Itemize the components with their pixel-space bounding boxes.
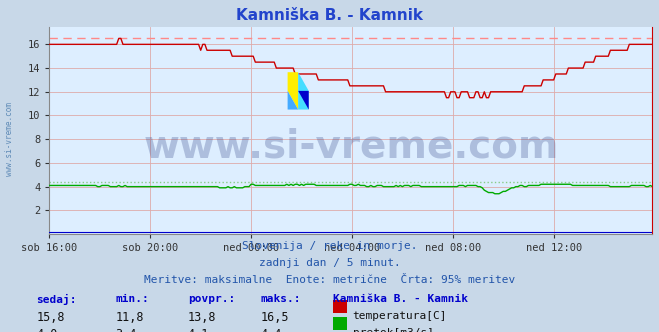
Text: www.si-vreme.com: www.si-vreme.com [5,103,14,176]
Text: Slovenija / reke in morje.: Slovenija / reke in morje. [242,241,417,251]
Text: povpr.:: povpr.: [188,294,235,304]
Text: 4,4: 4,4 [260,328,281,332]
Polygon shape [287,72,298,110]
Polygon shape [298,72,308,110]
Text: 4,0: 4,0 [36,328,57,332]
Text: Meritve: maksimalne  Enote: metrične  Črta: 95% meritev: Meritve: maksimalne Enote: metrične Črta… [144,275,515,285]
Text: 4,1: 4,1 [188,328,209,332]
Text: 3,4: 3,4 [115,328,136,332]
Text: Kamniška B. - Kamnik: Kamniška B. - Kamnik [236,8,423,23]
Text: 11,8: 11,8 [115,311,144,324]
Text: min.:: min.: [115,294,149,304]
Polygon shape [287,91,298,110]
Text: zadnji dan / 5 minut.: zadnji dan / 5 minut. [258,258,401,268]
Text: maks.:: maks.: [260,294,301,304]
Text: Kamniška B. - Kamnik: Kamniška B. - Kamnik [333,294,468,304]
Text: temperatura[C]: temperatura[C] [353,311,447,321]
Polygon shape [298,91,308,110]
Text: 13,8: 13,8 [188,311,216,324]
Text: 15,8: 15,8 [36,311,65,324]
Text: sedaj:: sedaj: [36,294,76,305]
Text: www.si-vreme.com: www.si-vreme.com [143,128,559,166]
Text: 16,5: 16,5 [260,311,289,324]
Text: pretok[m3/s]: pretok[m3/s] [353,328,434,332]
